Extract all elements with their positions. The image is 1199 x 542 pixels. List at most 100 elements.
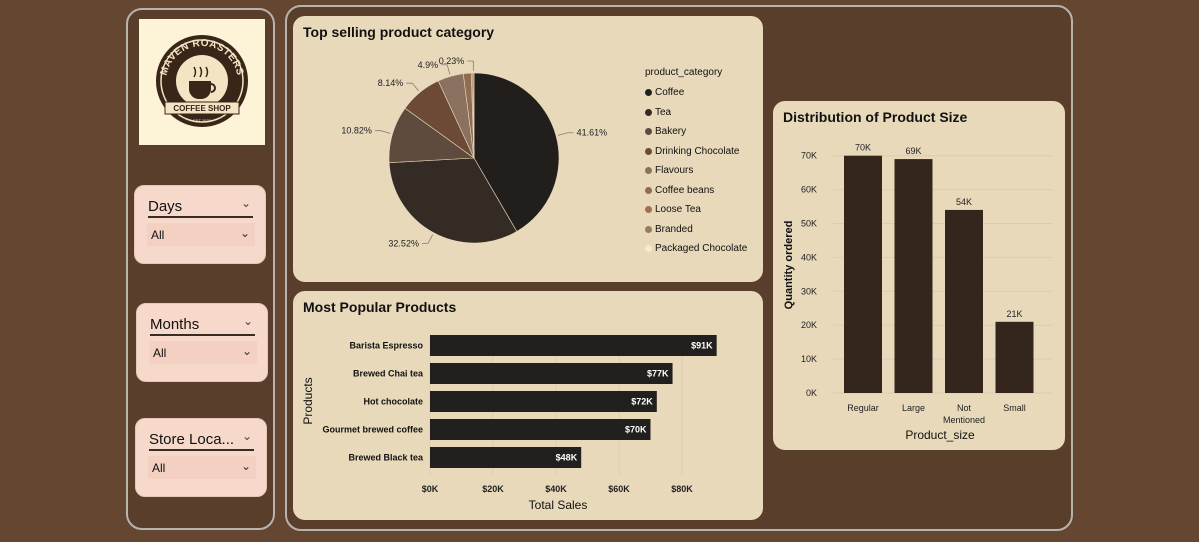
legend-dot-icon	[645, 245, 652, 253]
pie-leader-line	[467, 60, 474, 72]
y-tick-label: Hot chocolate	[363, 397, 423, 407]
legend-label: Branded	[655, 223, 693, 235]
x-tick-label: Not	[957, 403, 972, 413]
x-tick-label: Small	[1003, 403, 1026, 413]
legend-item-bakery[interactable]: Bakery	[645, 122, 747, 142]
legend-dot-icon	[645, 186, 652, 194]
pie-leader-line	[557, 132, 574, 136]
bar-brewed-chai-tea[interactable]	[430, 363, 673, 384]
x-tick-label: $40K	[545, 484, 567, 494]
chevron-down-icon[interactable]: ⌄	[242, 314, 253, 328]
legend-item-flavours[interactable]: Flavours	[645, 161, 747, 181]
slicer-days-label: Days	[148, 198, 183, 215]
legend-dot-icon	[645, 167, 652, 175]
chevron-down-icon[interactable]: ⌄	[241, 429, 252, 443]
pie-slice-tea[interactable]	[388, 157, 518, 244]
y-tick-label: 50K	[801, 219, 817, 229]
bar-not-mentioned[interactable]	[945, 209, 983, 393]
bar-hot-chocolate[interactable]	[430, 391, 657, 412]
bar-brewed-black-tea[interactable]	[430, 447, 582, 468]
legend-dot-icon	[645, 225, 652, 233]
legend-dot-icon	[645, 108, 652, 116]
product-size-card: Distribution of Product Size 0K 10K 20K 30K…	[773, 101, 1065, 450]
pie-leader-line	[421, 234, 434, 244]
x-tick-label: $80K	[671, 484, 693, 494]
pie-slice-label: 4.9%	[418, 60, 439, 70]
size-bar-chart: 0K 10K 20K 30K 40K 50K 60K 70K 70K Regular 69K Larg…	[783, 143, 1053, 442]
slicer-months: Months ⌄ All ⌄	[136, 303, 268, 382]
products-bar-chart: $0K $20K $40K $60K $80K Barista Espresso $91K B…	[301, 335, 717, 512]
bar-regular[interactable]	[844, 155, 882, 393]
chevron-down-icon: ⌄	[239, 226, 250, 240]
legend-item-coffee[interactable]: Coffee	[645, 83, 747, 103]
divider	[148, 216, 253, 218]
legend-item-tea[interactable]: Tea	[645, 103, 747, 123]
store-location-dropdown[interactable]: All ⌄	[148, 456, 256, 479]
brand-logo: MAVEN ROASTERS COFFEE SHOP EST 2023	[139, 19, 265, 145]
slicer-store-location-label: Store Loca...	[149, 431, 235, 448]
x-axis-title: Product_size	[905, 428, 975, 442]
divider	[150, 334, 255, 336]
legend-item-loose-tea[interactable]: Loose Tea	[645, 200, 747, 220]
pie-leader-line	[374, 130, 391, 134]
legend-dot-icon	[645, 206, 652, 214]
legend-dot-icon	[645, 128, 652, 136]
pie-leader-line	[406, 82, 419, 92]
pie-chart: 41.61% 32.52% 10.82% 8.14% 4.9% 0.23%	[341, 56, 608, 248]
legend-item-packaged-chocolate[interactable]: Packaged Chocolate	[645, 239, 747, 259]
y-tick-label: 0K	[806, 388, 817, 398]
size-card-title: Distribution of Product Size	[783, 109, 968, 125]
category-pie-card: Top selling product category 41.61% 32.52…	[293, 16, 763, 282]
legend-label: Flavours	[655, 165, 694, 177]
pie-slice-coffee[interactable]	[473, 72, 560, 232]
legend-label: Coffee	[655, 87, 685, 99]
popular-products-card: Most Popular Products $0K $20K $40K $60K $80…	[293, 291, 763, 520]
pie-leader-line	[441, 64, 451, 75]
x-tick-label: Regular	[847, 403, 879, 413]
pie-legend: product_category Coffee Tea Bakery Drinking…	[645, 67, 747, 259]
legend-item-coffee-beans[interactable]: Coffee beans	[645, 181, 747, 201]
products-card-title: Most Popular Products	[303, 299, 457, 315]
y-tick-label: Brewed Chai tea	[353, 369, 424, 379]
bar-value-label: $91K	[691, 341, 713, 351]
y-axis-title: Quantity ordered	[783, 221, 795, 310]
months-dropdown[interactable]: All ⌄	[149, 341, 257, 364]
y-tick-label: 60K	[801, 185, 817, 195]
divider	[149, 449, 254, 451]
days-dropdown-value: All	[151, 228, 165, 242]
legend-dot-icon	[645, 89, 652, 97]
y-tick-label: 70K	[801, 151, 817, 161]
legend-dot-icon	[645, 147, 652, 155]
chevron-down-icon[interactable]: ⌄	[240, 196, 251, 210]
bar-value-label: $72K	[631, 397, 653, 407]
bar-value-label: 54K	[956, 197, 972, 207]
store-location-dropdown-value: All	[152, 461, 166, 475]
bar-value-label: 69K	[905, 146, 921, 156]
legend-label: Packaged Chocolate	[655, 243, 748, 255]
slicer-days: Days ⌄ All ⌄	[134, 185, 266, 264]
legend-item-drinking-chocolate[interactable]: Drinking Chocolate	[645, 142, 747, 162]
bar-value-label: $77K	[647, 369, 669, 379]
bar-large[interactable]	[894, 159, 933, 393]
y-tick-label: Gourmet brewed coffee	[322, 425, 423, 435]
chevron-down-icon: ⌄	[241, 344, 252, 358]
pie-slice-label: 32.52%	[388, 238, 419, 248]
days-dropdown[interactable]: All ⌄	[147, 223, 255, 246]
legend-item-branded[interactable]: Branded	[645, 220, 747, 240]
y-tick-label: Barista Espresso	[349, 341, 423, 351]
bar-barista-espresso[interactable]	[430, 335, 717, 356]
x-tick-label: $60K	[608, 484, 630, 494]
bar-gourmet-brewed-coffee[interactable]	[430, 419, 651, 440]
x-axis-title: Total Sales	[529, 498, 588, 512]
x-tick-label: Mentioned	[943, 415, 985, 425]
bar-value-label: 21K	[1006, 309, 1022, 319]
bar-small[interactable]	[995, 321, 1034, 393]
x-tick-label: $20K	[482, 484, 504, 494]
x-tick-label: $0K	[422, 484, 439, 494]
bar-value-label: 70K	[855, 143, 871, 153]
pie-slice-label: 41.61%	[577, 128, 608, 138]
y-tick-label: 30K	[801, 286, 817, 296]
pie-slice-branded[interactable]	[472, 72, 475, 159]
pie-slice-label: 0.23%	[439, 56, 465, 66]
chevron-down-icon: ⌄	[240, 459, 251, 473]
